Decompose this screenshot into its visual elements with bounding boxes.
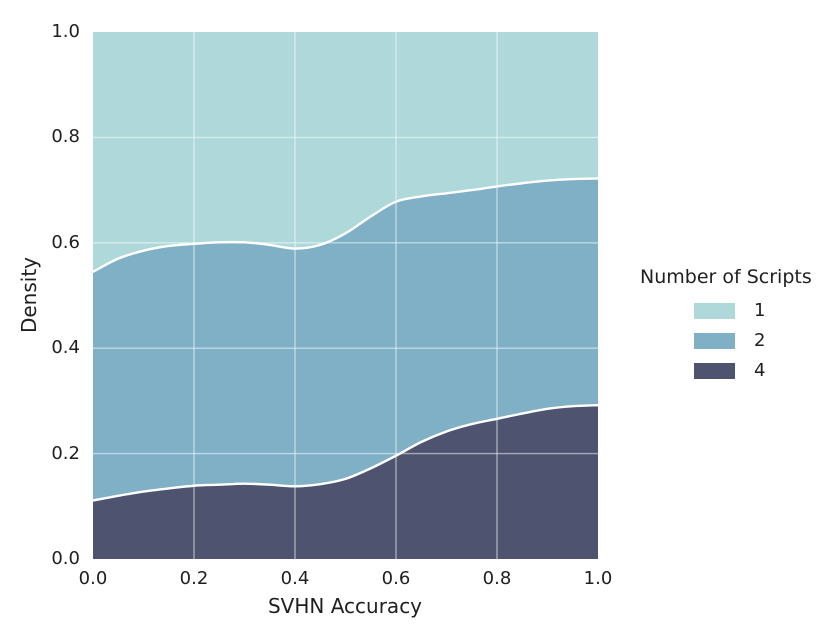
- legend-entry: 2: [640, 326, 830, 356]
- y-tick-label: 0.2: [51, 442, 80, 464]
- y-tick-label: 0.6: [51, 231, 80, 253]
- y-axis-label: Density: [17, 256, 41, 334]
- boundary-line-4: [93, 403, 598, 502]
- x-tick-label: 0.0: [78, 568, 108, 589]
- legend-swatch: [694, 363, 735, 379]
- legend-entry-label: 4: [754, 360, 766, 381]
- y-tick-label: 1.0: [51, 21, 80, 42]
- legend-swatch: [694, 333, 735, 349]
- x-tick-label: 0.2: [179, 568, 209, 589]
- legend-entry: 1: [640, 296, 830, 326]
- legend-entry: 4: [640, 356, 830, 386]
- area-series-2: [93, 178, 598, 501]
- x-tick-label: 0.4: [280, 568, 310, 589]
- legend-swatch: [694, 303, 735, 319]
- x-axis-label: SVHN Accuracy: [267, 594, 423, 618]
- x-tick-label: 0.6: [381, 568, 411, 589]
- area-series-4: [93, 405, 598, 559]
- legend: Number of Scripts 1 2 4: [640, 266, 830, 386]
- boundary-line-2: [93, 177, 598, 273]
- legend-title: Number of Scripts: [640, 266, 812, 288]
- area-series-1: [93, 32, 598, 272]
- legend-entry-label: 1: [754, 300, 766, 321]
- stacked-area-chart: [93, 32, 598, 559]
- y-tick-label: 0.8: [51, 126, 80, 148]
- y-tick-label: 0.4: [51, 337, 80, 359]
- legend-entry-label: 2: [754, 330, 766, 351]
- x-tick-label: 1.0: [583, 568, 613, 589]
- x-tick-label: 0.8: [482, 568, 512, 589]
- y-tick-label: 0.0: [51, 548, 80, 569]
